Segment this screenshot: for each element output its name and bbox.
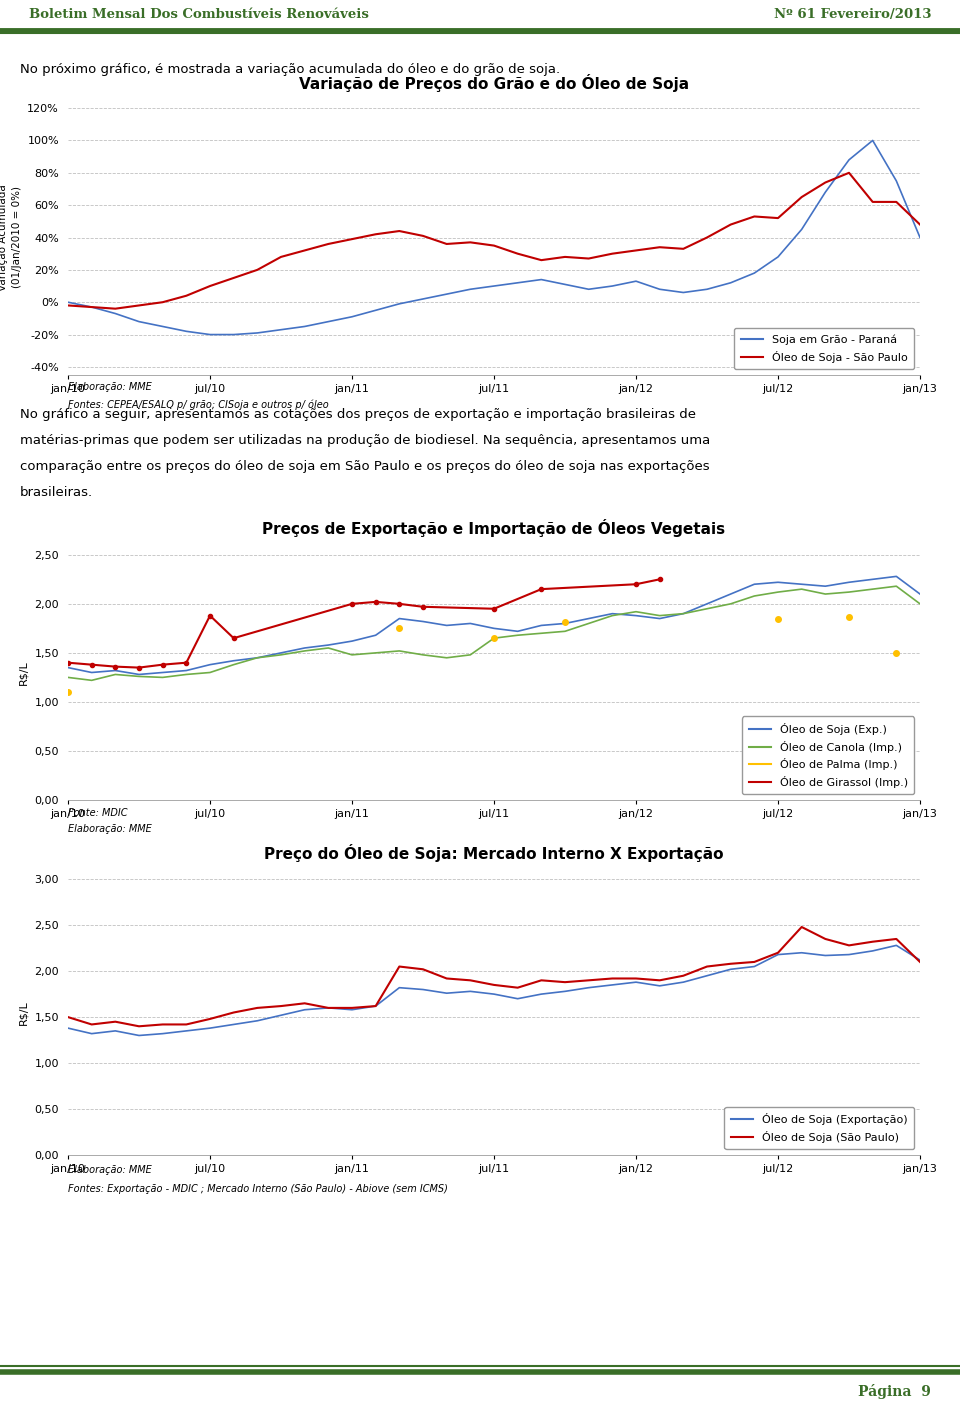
- Text: Elaboração: MME: Elaboração: MME: [68, 382, 152, 393]
- Y-axis label: R$/L: R$/L: [19, 661, 29, 685]
- Text: Fontes: CEPEA/ESALQ p/ grão; CISoja e outros p/ óleo: Fontes: CEPEA/ESALQ p/ grão; CISoja e ou…: [68, 399, 328, 410]
- Text: Elaboração: MME: Elaboração: MME: [68, 824, 152, 834]
- Text: Boletim Mensal Dos Combustíveis Renováveis: Boletim Mensal Dos Combustíveis Renováve…: [29, 8, 369, 21]
- Legend: Óleo de Soja (Exp.), Óleo de Canola (Imp.), Óleo de Palma (Imp.), Óleo de Girass: Óleo de Soja (Exp.), Óleo de Canola (Imp…: [742, 716, 915, 795]
- Text: Página  9: Página 9: [858, 1385, 931, 1399]
- Text: No próximo gráfico, é mostrada a variação acumulada do óleo e do grão de soja.: No próximo gráfico, é mostrada a variaçã…: [20, 62, 560, 76]
- Text: comparação entre os preços do óleo de soja em São Paulo e os preços do óleo de s: comparação entre os preços do óleo de so…: [20, 459, 709, 473]
- Text: Fontes: Exportação - MDIC ; Mercado Interno (São Paulo) - Abiove (sem ICMS): Fontes: Exportação - MDIC ; Mercado Inte…: [68, 1184, 448, 1195]
- Legend: Soja em Grão - Paraná, Óleo de Soja - São Paulo: Soja em Grão - Paraná, Óleo de Soja - Sã…: [734, 328, 915, 369]
- Title: Preços de Exportação e Importação de Óleos Vegetais: Preços de Exportação e Importação de Óle…: [262, 519, 726, 537]
- Text: Elaboração: MME: Elaboração: MME: [68, 1165, 152, 1175]
- Y-axis label: Variação Acumulada
(01/Jan/2010 = 0%): Variação Acumulada (01/Jan/2010 = 0%): [0, 185, 22, 290]
- Text: Fonte: MDIC: Fonte: MDIC: [68, 807, 128, 817]
- Title: Variação de Preços do Grão e do Óleo de Soja: Variação de Preços do Grão e do Óleo de …: [299, 73, 689, 92]
- Text: matérias-primas que podem ser utilizadas na produção de biodiesel. Na sequência,: matérias-primas que podem ser utilizadas…: [20, 434, 710, 447]
- Title: Preço do Óleo de Soja: Mercado Interno X Exportação: Preço do Óleo de Soja: Mercado Interno X…: [264, 844, 724, 862]
- Text: No gráfico a seguir, apresentamos as cotações dos preços de exportação e importa: No gráfico a seguir, apresentamos as cot…: [20, 409, 696, 421]
- Text: Nº 61 Fevereiro/2013: Nº 61 Fevereiro/2013: [774, 8, 931, 21]
- Y-axis label: R$/L: R$/L: [19, 1000, 29, 1024]
- Text: brasileiras.: brasileiras.: [20, 486, 93, 499]
- Legend: Óleo de Soja (Exportação), Óleo de Soja (São Paulo): Óleo de Soja (Exportação), Óleo de Soja …: [725, 1106, 915, 1150]
